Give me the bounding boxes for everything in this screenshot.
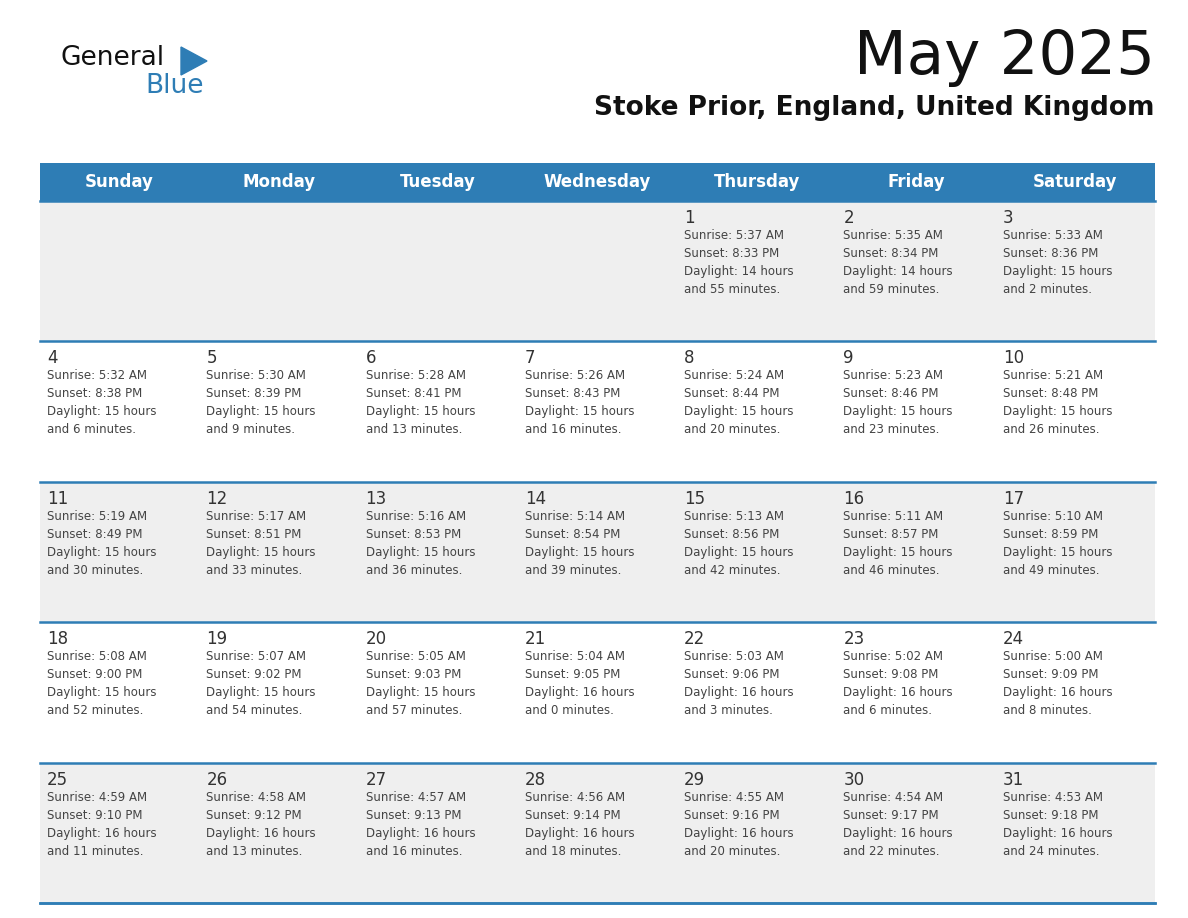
Text: Sunrise: 5:37 AM
Sunset: 8:33 PM
Daylight: 14 hours
and 55 minutes.: Sunrise: 5:37 AM Sunset: 8:33 PM Dayligh…	[684, 229, 794, 296]
Text: 4: 4	[48, 350, 57, 367]
Text: Sunrise: 4:57 AM
Sunset: 9:13 PM
Daylight: 16 hours
and 16 minutes.: Sunrise: 4:57 AM Sunset: 9:13 PM Dayligh…	[366, 790, 475, 857]
Text: 19: 19	[207, 630, 227, 648]
Text: Sunrise: 5:13 AM
Sunset: 8:56 PM
Daylight: 15 hours
and 42 minutes.: Sunrise: 5:13 AM Sunset: 8:56 PM Dayligh…	[684, 509, 794, 577]
Text: 3: 3	[1003, 209, 1013, 227]
Text: Saturday: Saturday	[1034, 173, 1118, 191]
Text: Sunrise: 5:28 AM
Sunset: 8:41 PM
Daylight: 15 hours
and 13 minutes.: Sunrise: 5:28 AM Sunset: 8:41 PM Dayligh…	[366, 369, 475, 436]
Text: Sunrise: 5:14 AM
Sunset: 8:54 PM
Daylight: 15 hours
and 39 minutes.: Sunrise: 5:14 AM Sunset: 8:54 PM Dayligh…	[525, 509, 634, 577]
Text: 27: 27	[366, 770, 387, 789]
Bar	[40, 482, 1155, 622]
Text: 12: 12	[207, 490, 228, 508]
Text: Sunrise: 4:54 AM
Sunset: 9:17 PM
Daylight: 16 hours
and 22 minutes.: Sunrise: 4:54 AM Sunset: 9:17 PM Dayligh…	[843, 790, 953, 857]
Text: Sunrise: 5:04 AM
Sunset: 9:05 PM
Daylight: 16 hours
and 0 minutes.: Sunrise: 5:04 AM Sunset: 9:05 PM Dayligh…	[525, 650, 634, 717]
Text: 6: 6	[366, 350, 377, 367]
Text: 25: 25	[48, 770, 68, 789]
Text: 26: 26	[207, 770, 227, 789]
Text: Sunrise: 4:58 AM
Sunset: 9:12 PM
Daylight: 16 hours
and 13 minutes.: Sunrise: 4:58 AM Sunset: 9:12 PM Dayligh…	[207, 790, 316, 857]
Text: Sunrise: 5:19 AM
Sunset: 8:49 PM
Daylight: 15 hours
and 30 minutes.: Sunrise: 5:19 AM Sunset: 8:49 PM Dayligh…	[48, 509, 157, 577]
Text: 1: 1	[684, 209, 695, 227]
Bar	[40, 622, 1155, 763]
Text: 5: 5	[207, 350, 216, 367]
Text: Sunrise: 5:11 AM
Sunset: 8:57 PM
Daylight: 15 hours
and 46 minutes.: Sunrise: 5:11 AM Sunset: 8:57 PM Dayligh…	[843, 509, 953, 577]
Text: Sunrise: 5:21 AM
Sunset: 8:48 PM
Daylight: 15 hours
and 26 minutes.: Sunrise: 5:21 AM Sunset: 8:48 PM Dayligh…	[1003, 369, 1112, 436]
Text: 10: 10	[1003, 350, 1024, 367]
Text: 29: 29	[684, 770, 706, 789]
Bar	[40, 163, 1155, 201]
Text: Tuesday: Tuesday	[400, 173, 476, 191]
Text: Sunrise: 5:24 AM
Sunset: 8:44 PM
Daylight: 15 hours
and 20 minutes.: Sunrise: 5:24 AM Sunset: 8:44 PM Dayligh…	[684, 369, 794, 436]
Text: 22: 22	[684, 630, 706, 648]
Polygon shape	[181, 47, 207, 75]
Text: 17: 17	[1003, 490, 1024, 508]
Text: Sunrise: 5:16 AM
Sunset: 8:53 PM
Daylight: 15 hours
and 36 minutes.: Sunrise: 5:16 AM Sunset: 8:53 PM Dayligh…	[366, 509, 475, 577]
Text: Friday: Friday	[887, 173, 944, 191]
Text: 18: 18	[48, 630, 68, 648]
Text: 24: 24	[1003, 630, 1024, 648]
Text: General: General	[61, 45, 164, 71]
Text: 2: 2	[843, 209, 854, 227]
Text: Sunrise: 4:53 AM
Sunset: 9:18 PM
Daylight: 16 hours
and 24 minutes.: Sunrise: 4:53 AM Sunset: 9:18 PM Dayligh…	[1003, 790, 1112, 857]
Text: 16: 16	[843, 490, 865, 508]
Text: 28: 28	[525, 770, 546, 789]
Text: Stoke Prior, England, United Kingdom: Stoke Prior, England, United Kingdom	[594, 95, 1155, 121]
Text: 13: 13	[366, 490, 387, 508]
Text: Sunrise: 4:59 AM
Sunset: 9:10 PM
Daylight: 16 hours
and 11 minutes.: Sunrise: 4:59 AM Sunset: 9:10 PM Dayligh…	[48, 790, 157, 857]
Text: Sunrise: 5:00 AM
Sunset: 9:09 PM
Daylight: 16 hours
and 8 minutes.: Sunrise: 5:00 AM Sunset: 9:09 PM Dayligh…	[1003, 650, 1112, 717]
Text: 9: 9	[843, 350, 854, 367]
Text: 20: 20	[366, 630, 387, 648]
Text: 30: 30	[843, 770, 865, 789]
Text: Sunrise: 5:23 AM
Sunset: 8:46 PM
Daylight: 15 hours
and 23 minutes.: Sunrise: 5:23 AM Sunset: 8:46 PM Dayligh…	[843, 369, 953, 436]
Text: Sunrise: 4:55 AM
Sunset: 9:16 PM
Daylight: 16 hours
and 20 minutes.: Sunrise: 4:55 AM Sunset: 9:16 PM Dayligh…	[684, 790, 794, 857]
Text: Sunrise: 5:02 AM
Sunset: 9:08 PM
Daylight: 16 hours
and 6 minutes.: Sunrise: 5:02 AM Sunset: 9:08 PM Dayligh…	[843, 650, 953, 717]
Text: Sunrise: 5:07 AM
Sunset: 9:02 PM
Daylight: 15 hours
and 54 minutes.: Sunrise: 5:07 AM Sunset: 9:02 PM Dayligh…	[207, 650, 316, 717]
Text: 7: 7	[525, 350, 536, 367]
Text: 31: 31	[1003, 770, 1024, 789]
Text: 23: 23	[843, 630, 865, 648]
Text: 14: 14	[525, 490, 546, 508]
Text: Thursday: Thursday	[714, 173, 800, 191]
Text: 21: 21	[525, 630, 546, 648]
Bar	[40, 201, 1155, 341]
Text: Sunrise: 5:35 AM
Sunset: 8:34 PM
Daylight: 14 hours
and 59 minutes.: Sunrise: 5:35 AM Sunset: 8:34 PM Dayligh…	[843, 229, 953, 296]
Text: Sunrise: 4:56 AM
Sunset: 9:14 PM
Daylight: 16 hours
and 18 minutes.: Sunrise: 4:56 AM Sunset: 9:14 PM Dayligh…	[525, 790, 634, 857]
Text: Monday: Monday	[242, 173, 316, 191]
Text: Sunday: Sunday	[86, 173, 154, 191]
Text: May 2025: May 2025	[854, 28, 1155, 87]
Text: Sunrise: 5:32 AM
Sunset: 8:38 PM
Daylight: 15 hours
and 6 minutes.: Sunrise: 5:32 AM Sunset: 8:38 PM Dayligh…	[48, 369, 157, 436]
Text: Sunrise: 5:03 AM
Sunset: 9:06 PM
Daylight: 16 hours
and 3 minutes.: Sunrise: 5:03 AM Sunset: 9:06 PM Dayligh…	[684, 650, 794, 717]
Text: 15: 15	[684, 490, 706, 508]
Bar	[40, 763, 1155, 903]
Text: Sunrise: 5:33 AM
Sunset: 8:36 PM
Daylight: 15 hours
and 2 minutes.: Sunrise: 5:33 AM Sunset: 8:36 PM Dayligh…	[1003, 229, 1112, 296]
Text: 11: 11	[48, 490, 68, 508]
Text: Sunrise: 5:30 AM
Sunset: 8:39 PM
Daylight: 15 hours
and 9 minutes.: Sunrise: 5:30 AM Sunset: 8:39 PM Dayligh…	[207, 369, 316, 436]
Text: Sunrise: 5:08 AM
Sunset: 9:00 PM
Daylight: 15 hours
and 52 minutes.: Sunrise: 5:08 AM Sunset: 9:00 PM Dayligh…	[48, 650, 157, 717]
Text: 8: 8	[684, 350, 695, 367]
Text: Sunrise: 5:10 AM
Sunset: 8:59 PM
Daylight: 15 hours
and 49 minutes.: Sunrise: 5:10 AM Sunset: 8:59 PM Dayligh…	[1003, 509, 1112, 577]
Bar	[40, 341, 1155, 482]
Text: Blue: Blue	[145, 73, 203, 99]
Text: Sunrise: 5:26 AM
Sunset: 8:43 PM
Daylight: 15 hours
and 16 minutes.: Sunrise: 5:26 AM Sunset: 8:43 PM Dayligh…	[525, 369, 634, 436]
Text: Sunrise: 5:17 AM
Sunset: 8:51 PM
Daylight: 15 hours
and 33 minutes.: Sunrise: 5:17 AM Sunset: 8:51 PM Dayligh…	[207, 509, 316, 577]
Text: Wednesday: Wednesday	[544, 173, 651, 191]
Text: Sunrise: 5:05 AM
Sunset: 9:03 PM
Daylight: 15 hours
and 57 minutes.: Sunrise: 5:05 AM Sunset: 9:03 PM Dayligh…	[366, 650, 475, 717]
